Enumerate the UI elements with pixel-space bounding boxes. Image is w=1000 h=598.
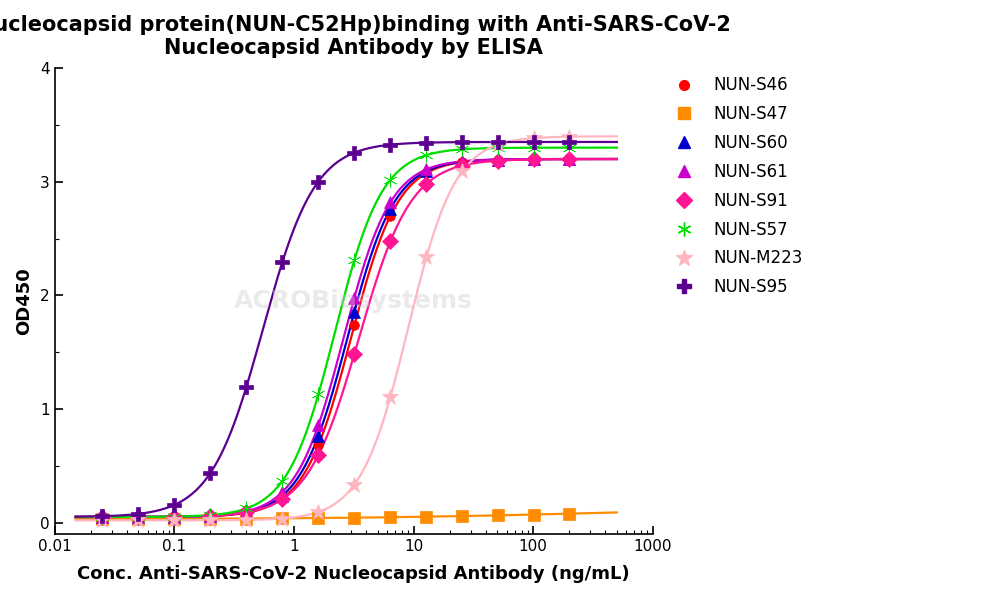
Legend: NUN-S46, NUN-S47, NUN-S60, NUN-S61, NUN-S91, NUN-S57, NUN-M223, NUN-S95: NUN-S46, NUN-S47, NUN-S60, NUN-S61, NUN-… [667,77,803,296]
Title: Nucleocapsid protein(NUN-C52Hp)binding with Anti-SARS-CoV-2
Nucleocapsid Antibod: Nucleocapsid protein(NUN-C52Hp)binding w… [0,15,731,58]
Y-axis label: OD450: OD450 [15,267,33,335]
Text: ACROBiosystems: ACROBiosystems [234,289,473,313]
X-axis label: Conc. Anti-SARS-CoV-2 Nucleocapsid Antibody (ng/mL): Conc. Anti-SARS-CoV-2 Nucleocapsid Antib… [77,565,630,583]
